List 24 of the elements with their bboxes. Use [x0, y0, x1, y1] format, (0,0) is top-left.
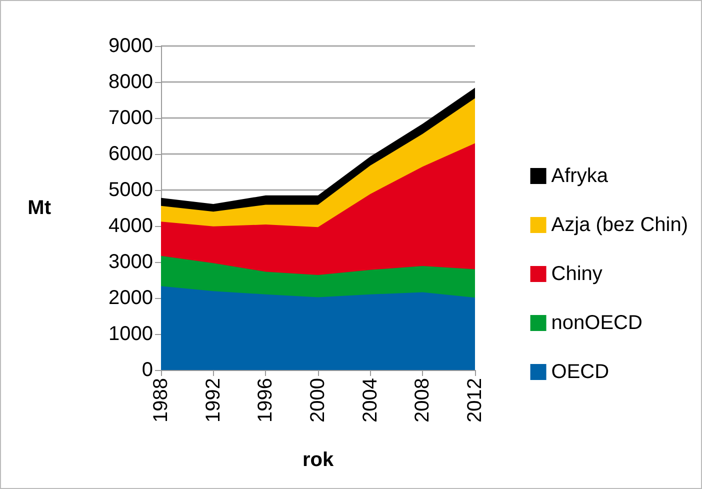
legend-label: Chiny: [551, 263, 602, 285]
y-tick-label: 1000: [108, 323, 153, 345]
y-tick-label: 2000: [108, 287, 153, 309]
y-tick-label: 4000: [108, 215, 153, 237]
legend-label: nonOECD: [551, 312, 642, 334]
y-tick-label: 7000: [108, 107, 153, 129]
x-axis-title: rok: [302, 449, 334, 471]
y-tick-label: 8000: [108, 71, 153, 93]
x-tick-label: 2004: [359, 378, 382, 422]
y-tick-label: 9000: [108, 35, 153, 57]
y-tick-label: 5000: [108, 179, 153, 201]
x-tick-label: 2012: [464, 378, 486, 422]
y-tick-label: 3000: [108, 251, 153, 273]
legend-label: Azja (bez Chin): [551, 214, 688, 236]
x-tick-label: 1996: [254, 378, 277, 422]
y-axis-title: Mt: [28, 197, 52, 219]
legend-label: OECD: [551, 361, 610, 383]
x-tick-label: 1992: [202, 378, 224, 422]
y-tick-label: 0: [142, 359, 153, 381]
x-tick-label: 2008: [412, 378, 434, 422]
x-tick-label: 2000: [307, 378, 329, 422]
legend-label: Afryka: [551, 165, 609, 187]
x-tick-label: 1988: [150, 378, 172, 422]
y-tick-label: 6000: [108, 143, 153, 165]
